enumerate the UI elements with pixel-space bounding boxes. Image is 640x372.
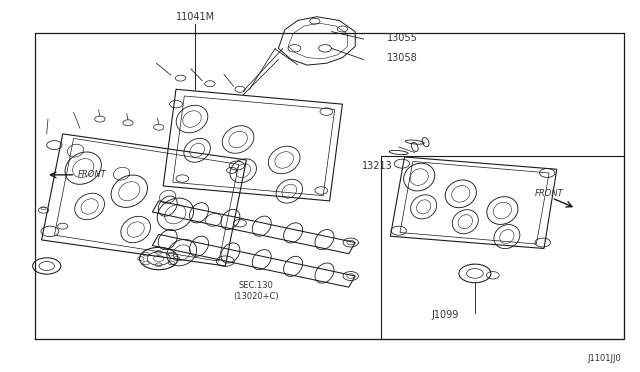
Text: J1099: J1099 (431, 310, 458, 320)
Text: 11041M: 11041M (175, 12, 215, 22)
Text: 13213: 13213 (362, 161, 392, 171)
Text: J1101JJ0: J1101JJ0 (587, 354, 621, 363)
Text: FRONT: FRONT (535, 189, 564, 198)
Text: (13020+C): (13020+C) (233, 292, 279, 301)
Text: SEC.130: SEC.130 (239, 281, 273, 290)
Text: FRONT: FRONT (78, 170, 107, 179)
Text: 13058: 13058 (387, 53, 418, 63)
Text: 13055: 13055 (387, 33, 418, 43)
